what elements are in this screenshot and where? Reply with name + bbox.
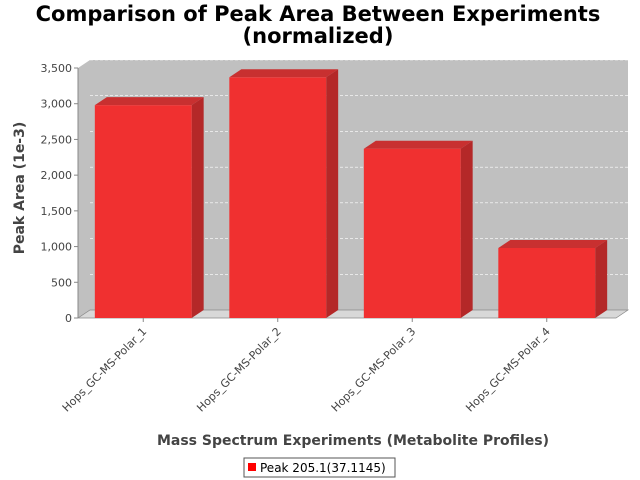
- bar: [229, 69, 339, 319]
- y-tick-label: 3,500: [41, 62, 73, 75]
- x-axis-ticks: Hops_GC-MS-Polar_1 Hops_GC-MS-Polar_2 Hops…: [60, 318, 553, 414]
- legend: Peak 205.1(37.1145): [243, 457, 396, 478]
- y-tick-label: 3,000: [41, 98, 73, 111]
- bar-top: [229, 69, 339, 78]
- y-tick-label: 1,000: [41, 241, 73, 254]
- legend-label: Peak 205.1(37.1145): [260, 461, 386, 475]
- legend-swatch: [248, 463, 256, 471]
- bar: [498, 240, 608, 318]
- bar: [363, 140, 473, 318]
- bar: [94, 97, 204, 319]
- chart-title-line2: (normalized): [243, 24, 394, 48]
- y-tick-label: 1,500: [41, 205, 73, 218]
- plot-area: [76, 59, 630, 319]
- x-tick-label: Hops_GC-MS-Polar_4: [463, 325, 553, 415]
- bar-top: [94, 97, 204, 106]
- x-axis-label: Mass Spectrum Experiments (Metabolite Pr…: [157, 433, 549, 449]
- bar-front: [498, 248, 596, 318]
- bar-top: [498, 240, 608, 248]
- y-tick-label: 500: [51, 276, 72, 289]
- y-tick-label: 2,000: [41, 169, 73, 182]
- x-tick-label: Hops_GC-MS-Polar_2: [194, 325, 284, 415]
- y-axis-label: Peak Area (1e-3): [12, 122, 28, 255]
- bar-front: [229, 77, 327, 319]
- bar-top: [363, 140, 473, 149]
- bar-front: [94, 105, 192, 319]
- chart-title-line1: Comparison of Peak Area Between Experime…: [36, 2, 601, 26]
- bar-side: [460, 140, 473, 318]
- x-tick-label: Hops_GC-MS-Polar_1: [60, 325, 150, 415]
- y-axis-ticks: 0 500 1,000 1,500 2,000 2,500 3,000 3,500: [41, 62, 78, 325]
- bar-front: [363, 148, 461, 318]
- y-tick-label: 0: [65, 312, 72, 325]
- bars-group: [94, 69, 608, 319]
- bar-side: [595, 240, 608, 318]
- bar-side: [191, 97, 204, 319]
- y-tick-label: 2,500: [41, 133, 73, 146]
- x-tick-label: Hops_GC-MS-Polar_3: [329, 325, 419, 415]
- bar-side: [326, 69, 339, 319]
- legend-box: [243, 457, 396, 478]
- plot-back-wall: [78, 60, 628, 318]
